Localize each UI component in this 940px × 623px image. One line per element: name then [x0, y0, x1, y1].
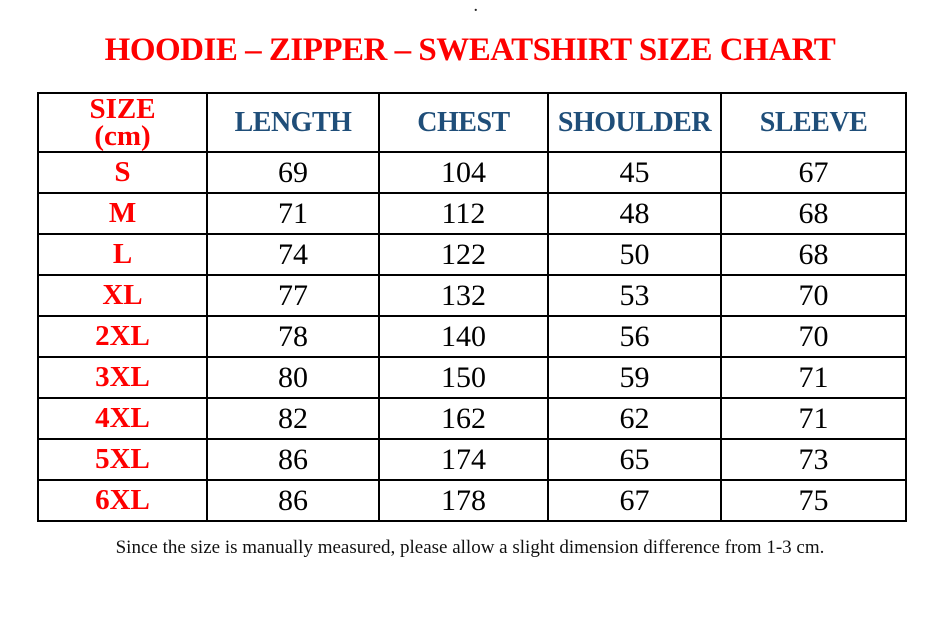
shoulder-value: 67 [547, 479, 722, 522]
chest-value: 132 [378, 274, 549, 317]
shoulder-value: 65 [547, 438, 722, 481]
table-row: L 74 122 50 68 [37, 233, 907, 276]
table-row: 2XL 78 140 56 70 [37, 315, 907, 358]
size-label: 4XL [37, 397, 208, 440]
header-size-cm: SIZE (cm) [37, 92, 208, 153]
sleeve-value: 68 [720, 233, 907, 276]
header-shoulder: SHOULDER [547, 92, 722, 153]
sleeve-value: 67 [720, 151, 907, 194]
size-label: 6XL [37, 479, 208, 522]
length-value: 71 [206, 192, 380, 235]
size-chart-table: SIZE (cm) LENGTH CHEST SHOULDER SLEEVE S… [37, 92, 907, 522]
length-value: 86 [206, 438, 380, 481]
chest-value: 162 [378, 397, 549, 440]
table-row: XL 77 132 53 70 [37, 274, 907, 317]
table-row: 3XL 80 150 59 71 [37, 356, 907, 399]
header-length: LENGTH [206, 92, 380, 153]
sleeve-value: 75 [720, 479, 907, 522]
shoulder-value: 48 [547, 192, 722, 235]
size-label: L [37, 233, 208, 276]
sleeve-value: 73 [720, 438, 907, 481]
size-label: S [37, 151, 208, 194]
length-value: 82 [206, 397, 380, 440]
length-value: 80 [206, 356, 380, 399]
sleeve-value: 71 [720, 397, 907, 440]
table-header-row: SIZE (cm) LENGTH CHEST SHOULDER SLEEVE [37, 92, 907, 153]
length-value: 77 [206, 274, 380, 317]
shoulder-value: 62 [547, 397, 722, 440]
chest-value: 178 [378, 479, 549, 522]
sleeve-value: 70 [720, 274, 907, 317]
page-title: HOODIE – ZIPPER – SWEATSHIRT SIZE CHART [104, 32, 836, 68]
length-value: 86 [206, 479, 380, 522]
chest-value: 174 [378, 438, 549, 481]
measurement-note: Since the size is manually measured, ple… [115, 537, 825, 558]
stray-dot: . [474, 0, 478, 15]
shoulder-value: 56 [547, 315, 722, 358]
length-value: 78 [206, 315, 380, 358]
shoulder-value: 59 [547, 356, 722, 399]
chest-value: 122 [378, 233, 549, 276]
size-label: XL [37, 274, 208, 317]
shoulder-value: 53 [547, 274, 722, 317]
length-value: 74 [206, 233, 380, 276]
table-row: 5XL 86 174 65 73 [37, 438, 907, 481]
header-sleeve: SLEEVE [720, 92, 907, 153]
table-row: M 71 112 48 68 [37, 192, 907, 235]
header-size-line2: (cm) [94, 119, 151, 152]
shoulder-value: 45 [547, 151, 722, 194]
header-chest: CHEST [378, 92, 549, 153]
table-row: S 69 104 45 67 [37, 151, 907, 194]
chest-value: 104 [378, 151, 549, 194]
size-label: 2XL [37, 315, 208, 358]
chest-value: 150 [378, 356, 549, 399]
chest-value: 140 [378, 315, 549, 358]
sleeve-value: 68 [720, 192, 907, 235]
shoulder-value: 50 [547, 233, 722, 276]
size-label: 5XL [37, 438, 208, 481]
length-value: 69 [206, 151, 380, 194]
sleeve-value: 70 [720, 315, 907, 358]
table-row: 6XL 86 178 67 75 [37, 479, 907, 522]
size-label: M [37, 192, 208, 235]
chest-value: 112 [378, 192, 549, 235]
table-row: 4XL 82 162 62 71 [37, 397, 907, 440]
size-label: 3XL [37, 356, 208, 399]
sleeve-value: 71 [720, 356, 907, 399]
header-size-line1: SIZE [89, 93, 156, 125]
